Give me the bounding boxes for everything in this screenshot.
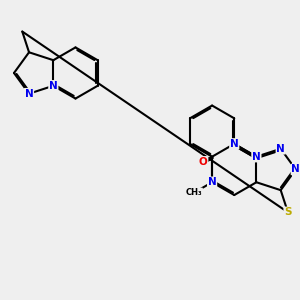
Text: N: N [230,139,239,149]
Text: O: O [199,157,208,167]
Text: N: N [252,152,261,162]
Text: N: N [291,164,300,175]
Text: N: N [25,89,33,99]
Text: CH₃: CH₃ [186,188,202,197]
Text: N: N [276,144,285,154]
Text: N: N [208,177,217,187]
Text: N: N [49,81,58,91]
Text: S: S [284,207,292,217]
